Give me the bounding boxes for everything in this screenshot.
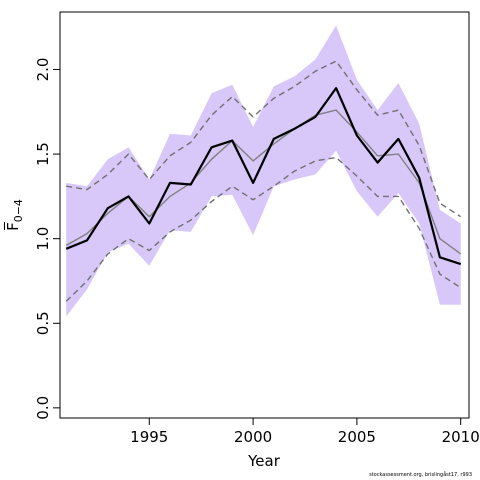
credit-text: stockassessment.org, brislingåst17, r993	[369, 472, 472, 478]
y-axis-title-main: F̅	[3, 221, 22, 231]
confidence-band	[66, 25, 461, 317]
y-tick-label: 0.0	[34, 396, 52, 420]
estimate-line	[65, 86, 462, 266]
plot-frame	[59, 11, 470, 419]
y-axis-title: F̅0−4	[3, 199, 25, 231]
svg-text:F̅0−4: F̅0−4	[3, 199, 25, 231]
x-axis: 1995 2000 2005 2010	[130, 418, 480, 446]
y-tick-label: 2.0	[34, 58, 52, 82]
x-tick-label: 1995	[130, 428, 168, 446]
series-layer	[65, 60, 462, 302]
lower-bound-line	[65, 156, 462, 302]
y-tick-label: 1.0	[34, 227, 52, 251]
y-tick-label: 1.5	[34, 142, 52, 166]
confidence-band-layer	[66, 25, 461, 317]
y-axis-title-subscript: 0−4	[12, 199, 25, 222]
x-tick-label: 2010	[442, 428, 480, 446]
x-tick-label: 2000	[234, 428, 272, 446]
upper-bound-line	[66, 60, 462, 218]
y-axis: 0.0 0.5 1.0 1.5 2.0	[34, 58, 60, 420]
x-tick-label: 2005	[338, 428, 376, 446]
x-axis-title: Year	[247, 452, 281, 470]
y-tick-label: 0.5	[34, 311, 52, 335]
